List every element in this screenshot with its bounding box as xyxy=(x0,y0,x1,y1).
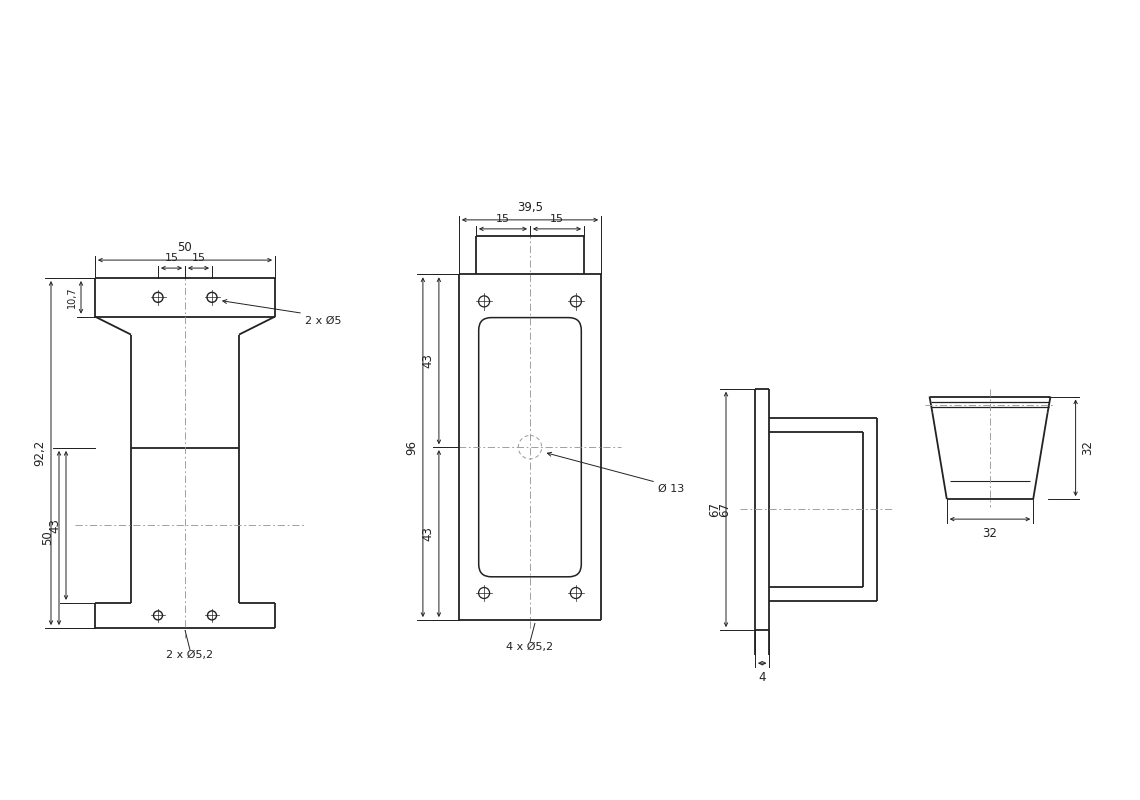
Text: 32: 32 xyxy=(983,527,998,540)
Text: 15: 15 xyxy=(496,214,510,224)
Text: Ø 13: Ø 13 xyxy=(658,484,684,494)
Text: 43: 43 xyxy=(421,526,434,541)
Text: 32: 32 xyxy=(1082,440,1094,455)
Text: 15: 15 xyxy=(192,253,205,263)
Text: 96: 96 xyxy=(405,440,418,454)
Text: 15: 15 xyxy=(549,214,564,224)
Text: 4 x Ø5,2: 4 x Ø5,2 xyxy=(506,642,554,652)
Text: 67: 67 xyxy=(708,502,720,517)
Text: 43: 43 xyxy=(421,354,434,368)
Text: 2 x Ø5: 2 x Ø5 xyxy=(306,315,342,326)
Text: 50: 50 xyxy=(41,530,54,546)
Text: 4: 4 xyxy=(758,671,766,684)
Text: 2 x Ø5,2: 2 x Ø5,2 xyxy=(166,650,213,660)
Text: 67: 67 xyxy=(718,502,731,517)
Text: 92,2: 92,2 xyxy=(33,440,46,466)
Text: 50: 50 xyxy=(178,241,193,254)
Text: 39,5: 39,5 xyxy=(518,201,543,214)
Text: 10,7: 10,7 xyxy=(67,286,78,308)
Text: 15: 15 xyxy=(164,253,179,263)
Text: 43: 43 xyxy=(48,518,62,533)
